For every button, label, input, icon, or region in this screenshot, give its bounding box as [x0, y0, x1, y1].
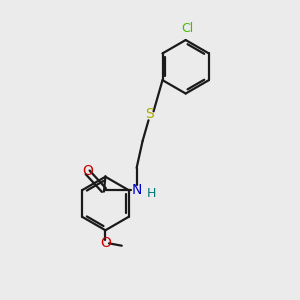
Text: O: O: [100, 236, 111, 250]
Text: H: H: [147, 187, 156, 200]
Text: Cl: Cl: [181, 22, 193, 35]
Text: S: S: [146, 107, 154, 121]
Text: N: N: [131, 183, 142, 197]
Text: O: O: [82, 164, 93, 178]
